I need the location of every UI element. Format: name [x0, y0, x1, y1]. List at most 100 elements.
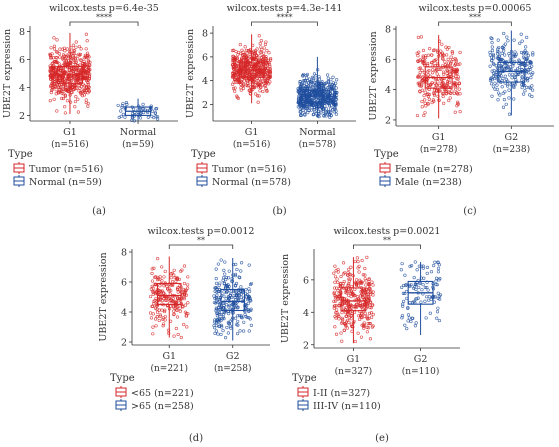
data-point — [169, 276, 173, 280]
data-point — [407, 316, 411, 320]
data-point — [72, 48, 76, 52]
data-point — [330, 98, 335, 102]
data-point — [155, 310, 160, 314]
data-point — [48, 64, 52, 68]
data-point — [49, 46, 53, 50]
data-point — [268, 69, 272, 73]
data-point — [510, 72, 515, 77]
data-point — [369, 311, 374, 315]
data-point — [77, 70, 82, 74]
data-point — [227, 305, 231, 309]
data-point — [154, 107, 159, 111]
data-point — [160, 289, 165, 293]
data-point — [231, 263, 236, 267]
box-group-normal — [116, 98, 160, 123]
data-point — [153, 111, 157, 116]
data-point — [169, 289, 173, 293]
data-point — [242, 329, 246, 333]
data-point — [420, 105, 424, 109]
data-point — [183, 310, 187, 314]
data-point — [84, 85, 88, 89]
panel-label: (d) — [189, 433, 203, 444]
data-point — [234, 65, 238, 69]
data-point — [328, 82, 333, 86]
data-point — [347, 316, 351, 320]
data-point — [215, 290, 219, 294]
chart-title: wilcox.tests p=0.0012 — [148, 226, 255, 237]
data-point — [167, 289, 171, 293]
data-point — [72, 57, 76, 62]
data-point — [310, 79, 314, 83]
data-point — [448, 91, 452, 95]
data-point — [265, 68, 269, 72]
y-tick-label: 6 — [303, 275, 309, 286]
data-point — [418, 58, 422, 62]
data-point — [296, 105, 300, 109]
data-point — [334, 100, 338, 105]
data-point — [214, 296, 219, 301]
data-point — [302, 83, 306, 87]
data-point — [356, 266, 360, 270]
data-point — [335, 277, 339, 281]
data-point — [151, 289, 155, 294]
data-point — [355, 305, 359, 309]
data-point — [258, 50, 262, 54]
data-point — [124, 100, 129, 105]
data-point — [149, 287, 153, 291]
data-point — [175, 315, 180, 319]
data-point — [216, 306, 220, 310]
data-point — [236, 319, 240, 324]
data-point — [365, 255, 369, 259]
data-point — [156, 277, 160, 281]
data-point — [247, 287, 251, 291]
data-point — [219, 312, 223, 317]
data-point — [158, 313, 162, 317]
data-point — [242, 79, 246, 83]
data-point — [222, 294, 226, 298]
data-point — [493, 81, 497, 85]
data-point — [336, 313, 341, 317]
data-point — [504, 77, 509, 82]
data-point — [150, 114, 154, 118]
data-point — [77, 44, 81, 49]
data-point — [231, 86, 236, 90]
data-point — [161, 322, 166, 326]
data-point — [78, 90, 83, 94]
data-point — [230, 49, 235, 53]
data-point — [78, 52, 83, 57]
legend-label: III-IV (n=110) — [313, 401, 381, 412]
data-point — [163, 298, 168, 302]
data-point — [499, 57, 503, 61]
data-point — [312, 108, 316, 112]
data-point — [422, 113, 426, 118]
data-point — [368, 311, 372, 315]
data-point — [310, 75, 315, 79]
data-point — [156, 117, 160, 121]
significance-bracket — [438, 21, 512, 26]
data-point — [234, 80, 238, 84]
data-point — [401, 291, 406, 295]
data-point — [334, 86, 338, 90]
data-point — [301, 104, 306, 108]
data-point — [74, 40, 78, 44]
x-tick-label: G2 — [505, 132, 519, 143]
data-point — [437, 294, 441, 298]
data-point — [231, 75, 235, 79]
legend-key — [13, 175, 25, 187]
data-point — [65, 47, 69, 51]
data-point — [259, 81, 263, 85]
data-point — [231, 306, 235, 310]
data-point — [224, 303, 229, 307]
data-point — [63, 70, 68, 75]
data-point — [247, 88, 251, 93]
data-point — [214, 267, 218, 271]
data-point — [511, 64, 515, 68]
data-point — [214, 286, 218, 290]
panel-label: (e) — [375, 433, 389, 444]
y-tick-label: 6 — [19, 55, 25, 66]
data-point — [357, 317, 362, 322]
data-point — [454, 68, 458, 72]
data-point — [434, 57, 438, 62]
data-point — [433, 260, 437, 264]
data-point — [156, 257, 160, 261]
